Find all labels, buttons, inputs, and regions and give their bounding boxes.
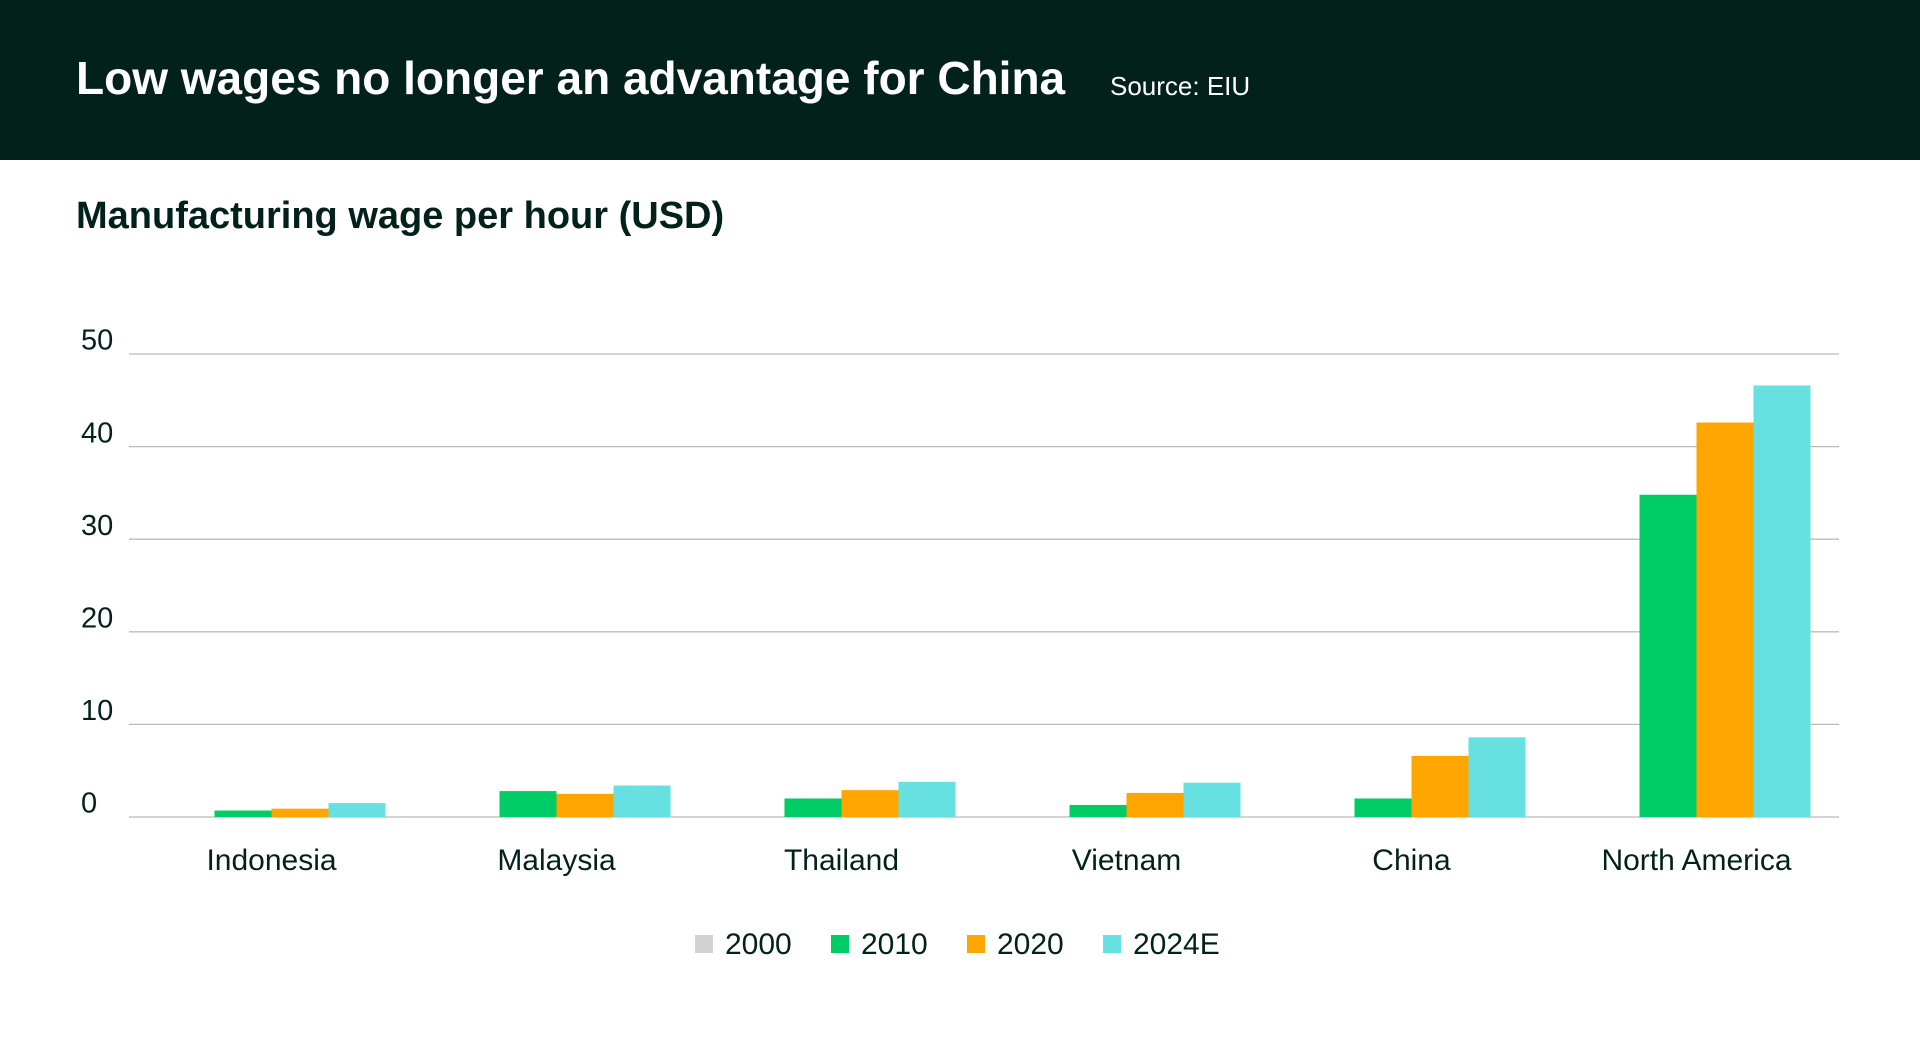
bar: [1126, 792, 1184, 817]
bar: [1183, 782, 1241, 817]
chart-title: Low wages no longer an advantage for Chi…: [76, 52, 1066, 104]
x-tick-label: Indonesia: [206, 844, 336, 877]
y-tick-label: 30: [81, 510, 113, 542]
bar: [1753, 385, 1811, 817]
x-tick-label: Vietnam: [1072, 844, 1182, 877]
source: Source: EIU: [1110, 71, 1250, 101]
x-tick-label: Malaysia: [497, 844, 616, 877]
bar: [1354, 798, 1412, 817]
legend-label: 2000: [725, 928, 792, 961]
legend-swatch: [1103, 935, 1121, 953]
y-tick-label: 0: [81, 788, 97, 820]
y-tick-label: 40: [81, 417, 113, 449]
bar: [328, 803, 386, 817]
legend-swatch: [831, 935, 849, 953]
x-tick-label: China: [1372, 844, 1451, 877]
bar: [1069, 804, 1127, 817]
bar: [1468, 737, 1526, 817]
x-tick-label: North America: [1601, 844, 1791, 877]
chart-subtitle: Manufacturing wage per hour (USD): [76, 195, 724, 237]
legend-swatch: [967, 935, 985, 953]
bar: [784, 798, 842, 817]
bar: [841, 790, 899, 817]
y-tick-label: 10: [81, 695, 113, 727]
legend-label: 2020: [997, 928, 1064, 961]
x-tick-label: Thailand: [784, 844, 899, 877]
bar: [271, 808, 329, 817]
bar: [1411, 755, 1469, 817]
bar: [898, 781, 956, 817]
bar: [556, 793, 614, 817]
legend-label: 2024E: [1133, 928, 1220, 961]
bar: [499, 791, 557, 817]
bar: [214, 810, 272, 817]
legend-swatch: [695, 935, 713, 953]
header-band: [0, 0, 1920, 160]
bar: [613, 785, 671, 817]
bar: [1639, 494, 1697, 817]
bar: [1696, 422, 1754, 817]
legend-label: 2010: [861, 928, 928, 961]
y-tick-label: 20: [81, 602, 113, 634]
y-tick-label: 50: [81, 325, 113, 357]
